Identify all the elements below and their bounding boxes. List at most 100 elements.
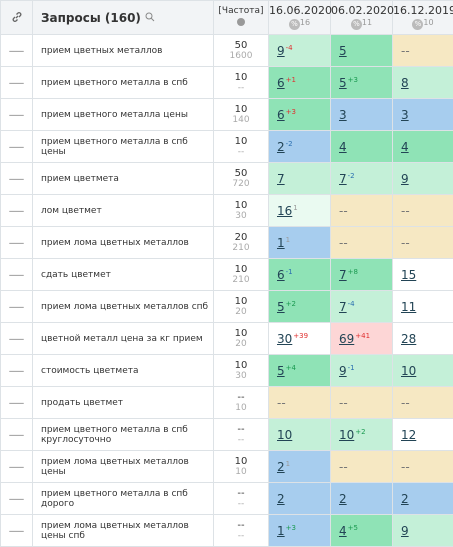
position[interactable]: 2 <box>401 492 409 506</box>
position[interactable]: 7 <box>339 268 347 282</box>
position: -- <box>339 236 348 250</box>
position[interactable]: 7 <box>277 172 285 186</box>
remove-button[interactable]: — <box>1 515 33 547</box>
position[interactable]: 12 <box>401 428 416 442</box>
position[interactable]: 7 <box>339 172 347 186</box>
position[interactable]: 5 <box>339 76 347 90</box>
remove-button[interactable]: — <box>1 323 33 355</box>
position[interactable]: 15 <box>401 268 416 282</box>
position-cell: -- <box>393 35 453 67</box>
position-cell: 5+4 <box>269 355 331 387</box>
remove-button[interactable]: — <box>1 99 33 131</box>
remove-button[interactable]: — <box>1 355 33 387</box>
position-change: +39 <box>293 332 308 340</box>
position-cell: 9-4 <box>269 35 331 67</box>
freq-broad: 720 <box>214 179 268 190</box>
remove-button[interactable]: — <box>1 67 33 99</box>
position[interactable]: 9 <box>277 44 285 58</box>
remove-button[interactable]: — <box>1 419 33 451</box>
position[interactable]: 28 <box>401 332 416 346</box>
position[interactable]: 8 <box>401 76 409 90</box>
position[interactable]: 11 <box>401 300 416 314</box>
position: -- <box>401 204 410 218</box>
query: прием лома цветных металлов цены <box>33 451 214 483</box>
date-header[interactable]: 16.06.2020%16 <box>269 1 331 35</box>
position[interactable]: 5 <box>277 364 285 378</box>
position[interactable]: 4 <box>339 140 347 154</box>
position[interactable]: 4 <box>401 140 409 154</box>
position-cell: -- <box>331 227 393 259</box>
position[interactable]: 10 <box>401 364 416 378</box>
position[interactable]: 6 <box>277 76 285 90</box>
position[interactable]: 9 <box>339 364 347 378</box>
remove-button[interactable]: — <box>1 291 33 323</box>
position[interactable]: 10 <box>277 428 292 442</box>
row: —прием цветного металла в спб дорого----… <box>1 483 453 515</box>
query: прием цветных металлов <box>33 35 214 67</box>
remove-button[interactable]: — <box>1 451 33 483</box>
query-header[interactable]: Запросы (160) <box>33 1 214 35</box>
query: прием лома цветных металлов цены спб <box>33 515 214 547</box>
position-cell: -- <box>331 451 393 483</box>
date-header[interactable]: 06.02.2020%11 <box>331 1 393 35</box>
position-cell: -- <box>393 195 453 227</box>
position-cell: -- <box>331 387 393 419</box>
frequency: --10 <box>214 387 269 419</box>
position[interactable]: 6 <box>277 108 285 122</box>
position[interactable]: 1 <box>277 524 285 538</box>
position[interactable]: 9 <box>401 172 409 186</box>
position[interactable]: 5 <box>339 44 347 58</box>
freq-exact: -- <box>214 392 268 403</box>
position[interactable]: 5 <box>277 300 285 314</box>
remove-button[interactable]: — <box>1 163 33 195</box>
position: -- <box>401 396 410 410</box>
query-count: 11 <box>362 18 372 27</box>
link-icon[interactable] <box>1 1 33 35</box>
position-change: -1 <box>348 364 355 372</box>
position[interactable]: 1 <box>277 236 285 250</box>
position[interactable]: 9 <box>401 524 409 538</box>
position-cell: 8 <box>393 67 453 99</box>
position[interactable]: 10 <box>339 428 354 442</box>
remove-button[interactable]: — <box>1 35 33 67</box>
position[interactable]: 16 <box>277 204 292 218</box>
freq-broad: -- <box>214 83 268 94</box>
position-cell: -- <box>393 387 453 419</box>
freq-exact: 10 <box>214 296 268 307</box>
freq-broad: 10 <box>214 467 268 478</box>
freq-exact: 20 <box>214 232 268 243</box>
position[interactable]: 2 <box>277 492 285 506</box>
remove-button[interactable]: — <box>1 259 33 291</box>
position-change: +3 <box>286 524 296 532</box>
date-header[interactable]: 16.12.2019%10 <box>393 1 453 35</box>
position[interactable]: 6 <box>277 268 285 282</box>
freq-broad: 30 <box>214 211 268 222</box>
position[interactable]: 69 <box>339 332 354 346</box>
position[interactable]: 2 <box>339 492 347 506</box>
position[interactable]: 3 <box>339 108 347 122</box>
remove-button[interactable]: — <box>1 131 33 163</box>
position[interactable]: 3 <box>401 108 409 122</box>
remove-button[interactable]: — <box>1 483 33 515</box>
position[interactable]: 30 <box>277 332 292 346</box>
position-cell: 2 <box>393 483 453 515</box>
position-cell: 7 <box>269 163 331 195</box>
position[interactable]: 4 <box>339 524 347 538</box>
remove-button[interactable]: — <box>1 195 33 227</box>
position[interactable]: 7 <box>339 300 347 314</box>
remove-button[interactable]: — <box>1 227 33 259</box>
freq-broad: 30 <box>214 371 268 382</box>
percent-badge: % <box>412 19 423 30</box>
position[interactable]: 2 <box>277 460 285 474</box>
position[interactable]: 2 <box>277 140 285 154</box>
remove-button[interactable]: — <box>1 387 33 419</box>
freq-header[interactable]: [Частота] <box>214 1 269 35</box>
